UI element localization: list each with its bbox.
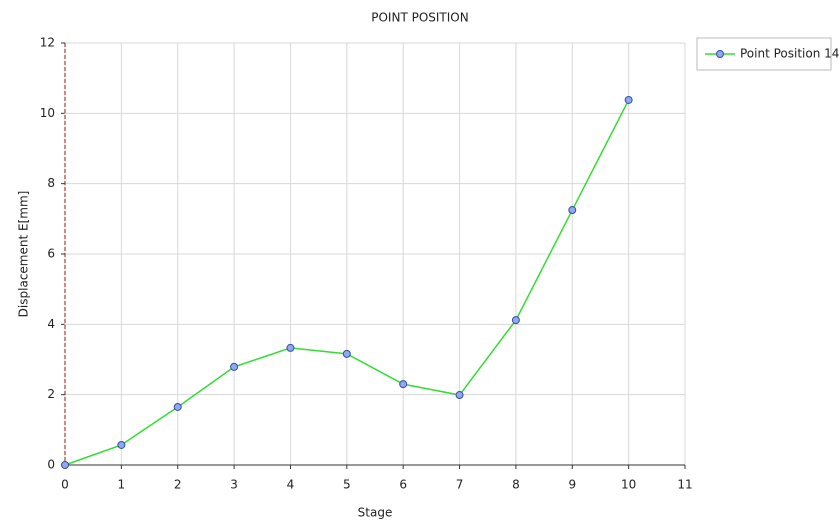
y-axis-label: Displacement E[mm] — [17, 191, 31, 318]
point — [511, 316, 520, 325]
point — [117, 440, 126, 449]
y-tick-label: 6 — [47, 247, 55, 261]
x-tick-label: 10 — [621, 478, 636, 492]
x-tick-label: 9 — [568, 478, 576, 492]
x-tick-label: 11 — [677, 478, 692, 492]
legend-label: Point Position 14 — [740, 47, 839, 61]
x-tick-label: 2 — [174, 478, 182, 492]
point — [61, 461, 69, 469]
y-tick-label: 12 — [40, 36, 55, 50]
x-tick-label: 3 — [230, 478, 238, 492]
x-tick-label: 8 — [512, 478, 520, 492]
point — [624, 95, 633, 104]
point — [568, 206, 577, 215]
x-tick-label: 6 — [399, 478, 407, 492]
chart-title: POINT POSITION — [371, 11, 468, 25]
legend-marker — [716, 50, 724, 58]
point — [230, 362, 239, 371]
x-axis-label: Stage — [358, 506, 393, 520]
x-tick-label: 1 — [118, 478, 126, 492]
y-tick-label: 0 — [47, 458, 55, 472]
x-tick-label: 0 — [61, 478, 69, 492]
point — [399, 380, 408, 389]
y-tick-label: 10 — [40, 106, 55, 120]
point — [173, 402, 182, 411]
point — [342, 349, 351, 358]
y-tick-label: 8 — [47, 176, 55, 190]
y-tick-label: 4 — [47, 317, 55, 331]
x-tick-label: 5 — [343, 478, 351, 492]
point — [455, 391, 464, 400]
x-tick-label: 7 — [456, 478, 464, 492]
y-tick-label: 2 — [47, 387, 55, 401]
point — [286, 343, 295, 352]
x-tick-label: 4 — [287, 478, 295, 492]
